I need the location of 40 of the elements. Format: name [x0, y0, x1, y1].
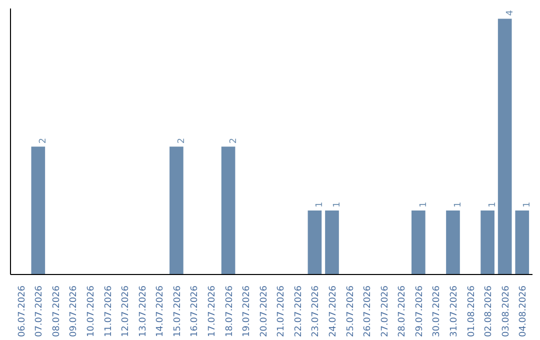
x-tick-label: 21.07.2026 [276, 285, 287, 338]
x-tick-label: 02.08.2026 [484, 285, 494, 338]
x-tick-label: 14.07.2026 [156, 285, 166, 338]
x-tick-label: 11.07.2026 [104, 285, 114, 338]
x-tick-label: 18.07.2026 [224, 285, 235, 338]
x-tick-label: 25.07.2026 [346, 285, 356, 338]
x-tick-label: 19.07.2026 [242, 285, 252, 338]
data-label: 2 [176, 138, 187, 144]
x-tick-label: 04.08.2026 [518, 285, 529, 338]
data-label: 1 [522, 202, 533, 208]
x-tick-label: 13.07.2026 [138, 285, 148, 338]
x-tick-label: 26.07.2026 [363, 285, 374, 338]
x-tick-label: 20.07.2026 [259, 285, 270, 338]
data-label: 2 [228, 138, 239, 144]
x-tick-label: 15.07.2026 [172, 285, 183, 338]
x-tick-label: 12.07.2026 [121, 285, 132, 338]
x-tick-label: 31.07.2026 [449, 285, 460, 338]
x-tick-label: 07.07.2026 [34, 285, 45, 338]
x-tick-label: 09.07.2026 [69, 285, 80, 338]
data-label: 1 [418, 202, 429, 208]
x-tick-label: 30.07.2026 [432, 285, 442, 338]
x-tick-label: 24.07.2026 [328, 285, 338, 338]
x-tick-label: 29.07.2026 [414, 285, 425, 338]
x-tick-label: 23.07.2026 [311, 285, 322, 338]
x-tick-label: 22.07.2026 [294, 285, 304, 338]
x-tick-label: 10.07.2026 [86, 285, 97, 338]
x-tick-label: 28.07.2026 [398, 285, 408, 338]
x-tick-label: 17.07.2026 [208, 285, 218, 338]
x-tick-label: 27.07.2026 [380, 285, 390, 338]
data-label: 1 [315, 202, 326, 208]
data-label: 1 [332, 202, 342, 208]
x-tick-label: 08.07.2026 [52, 285, 62, 338]
data-label: 4 [505, 10, 516, 16]
x-tick-label: 06.07.2026 [17, 285, 28, 338]
x-tick-label: 16.07.2026 [190, 285, 200, 338]
x-tick-label: 01.08.2026 [466, 285, 477, 338]
data-label: 1 [453, 202, 464, 208]
data-label: 2 [38, 138, 49, 144]
x-tick-label: 03.08.2026 [501, 285, 512, 338]
data-label: 1 [488, 202, 498, 208]
